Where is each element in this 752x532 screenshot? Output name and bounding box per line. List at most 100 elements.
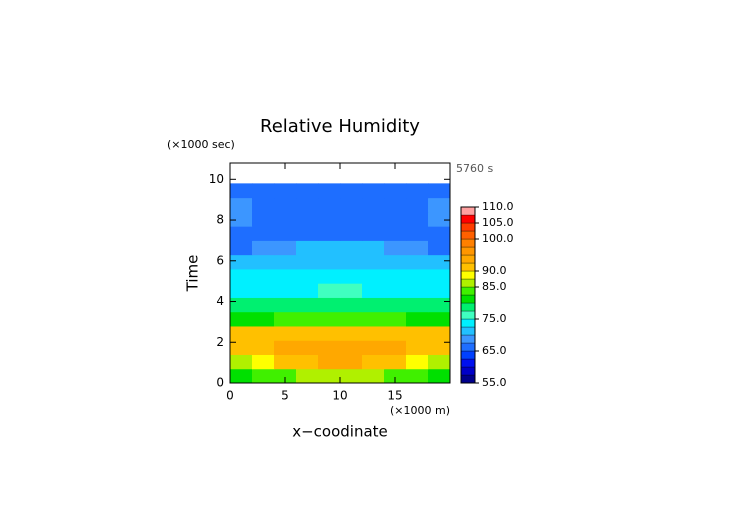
field-cell bbox=[340, 240, 363, 256]
field-cell bbox=[362, 197, 385, 213]
field-cell bbox=[274, 183, 297, 199]
field-cell bbox=[362, 325, 385, 341]
field-cell bbox=[296, 297, 319, 313]
y-tick-label: 10 bbox=[209, 172, 224, 186]
field-cell bbox=[296, 311, 319, 327]
field-cell bbox=[252, 240, 275, 256]
colorbar-tick-label: 110.0 bbox=[482, 200, 514, 213]
field-cell bbox=[362, 297, 385, 313]
field-cell bbox=[296, 226, 319, 241]
field-cell bbox=[340, 226, 363, 241]
field-cell bbox=[340, 283, 363, 298]
field-cell bbox=[252, 325, 275, 341]
field-cell bbox=[230, 183, 253, 199]
field-cell bbox=[318, 283, 341, 298]
field-cell bbox=[252, 254, 275, 270]
field-cell bbox=[296, 283, 319, 298]
field-cell bbox=[296, 368, 319, 384]
field-cell bbox=[274, 311, 297, 327]
field-cell bbox=[252, 197, 275, 213]
field-cell bbox=[362, 340, 385, 355]
field-cell bbox=[296, 268, 319, 284]
colorbar-band bbox=[460, 366, 476, 376]
field-cell bbox=[318, 183, 341, 199]
field-cell bbox=[274, 368, 297, 384]
y-unit-label: (×1000 sec) bbox=[167, 138, 235, 151]
field-cell bbox=[318, 211, 341, 227]
field-cell bbox=[318, 240, 341, 256]
field-cell bbox=[340, 354, 363, 370]
colorbar-band bbox=[460, 214, 476, 224]
field-cell bbox=[406, 268, 429, 284]
colorbar-band bbox=[460, 326, 476, 336]
field-cell bbox=[406, 211, 429, 227]
field-cell bbox=[428, 283, 451, 298]
field-cell bbox=[274, 297, 297, 313]
field-cell bbox=[252, 268, 275, 284]
colorbar-band bbox=[460, 374, 476, 384]
field-cell bbox=[384, 183, 407, 199]
field-cell bbox=[340, 368, 363, 384]
field-cell bbox=[318, 325, 341, 341]
y-tick-label: 8 bbox=[216, 213, 224, 227]
field-cell bbox=[384, 268, 407, 284]
colorbar-band bbox=[460, 294, 476, 304]
y-tick-label: 0 bbox=[216, 376, 224, 390]
field-cell bbox=[406, 183, 429, 199]
colorbar-tick-label: 105.0 bbox=[482, 216, 514, 229]
colorbar-band bbox=[460, 318, 476, 328]
colorbar-band bbox=[460, 310, 476, 320]
field-cell bbox=[296, 211, 319, 227]
field-cell bbox=[362, 240, 385, 256]
field-cell bbox=[384, 368, 407, 384]
field-cell bbox=[406, 240, 429, 256]
colorbar-band bbox=[460, 254, 476, 264]
colorbar-tick-label: 55.0 bbox=[482, 376, 507, 389]
field-cell bbox=[274, 340, 297, 355]
y-tick-label: 6 bbox=[216, 253, 224, 267]
colorbar-band bbox=[460, 302, 476, 312]
field-cell bbox=[230, 254, 253, 270]
field-cell bbox=[428, 197, 451, 213]
field-cell bbox=[252, 354, 275, 370]
field-cell bbox=[384, 283, 407, 298]
chart-title: Relative Humidity bbox=[260, 116, 420, 137]
field-cell bbox=[406, 297, 429, 313]
x-tick-label: 0 bbox=[226, 389, 234, 403]
field-cell bbox=[318, 254, 341, 270]
x-tick-label: 10 bbox=[332, 389, 347, 403]
field-cell bbox=[318, 268, 341, 284]
field-cell bbox=[318, 311, 341, 327]
field-cell bbox=[406, 226, 429, 241]
colorbar-tick-label: 90.0 bbox=[482, 264, 507, 277]
field-cell bbox=[362, 283, 385, 298]
field-cell bbox=[318, 354, 341, 370]
field-cell bbox=[252, 368, 275, 384]
field-cell bbox=[362, 183, 385, 199]
colorbar-band bbox=[460, 342, 476, 352]
colorbar-band bbox=[460, 262, 476, 272]
y-axis-label: Time bbox=[184, 255, 202, 293]
field-cell bbox=[340, 183, 363, 199]
field-cell bbox=[252, 311, 275, 327]
colorbar-band bbox=[460, 230, 476, 240]
x-tick-label: 15 bbox=[387, 389, 402, 403]
colorbar-band bbox=[460, 238, 476, 248]
x-unit-label: (×1000 m) bbox=[390, 404, 450, 417]
field-cell bbox=[340, 325, 363, 341]
field-cell bbox=[384, 297, 407, 313]
field-cell bbox=[318, 368, 341, 384]
field-cell bbox=[230, 311, 253, 327]
field-cell bbox=[406, 254, 429, 270]
colorbar-band bbox=[460, 334, 476, 344]
colorbar-tick-label: 100.0 bbox=[482, 232, 514, 245]
field-cell bbox=[362, 211, 385, 227]
field-cell bbox=[428, 183, 451, 199]
field-cell bbox=[230, 226, 253, 241]
field-cell bbox=[340, 197, 363, 213]
y-tick-label: 4 bbox=[216, 294, 224, 308]
colorbar-band bbox=[460, 206, 476, 216]
field-cell bbox=[274, 240, 297, 256]
colorbar-band bbox=[460, 270, 476, 280]
